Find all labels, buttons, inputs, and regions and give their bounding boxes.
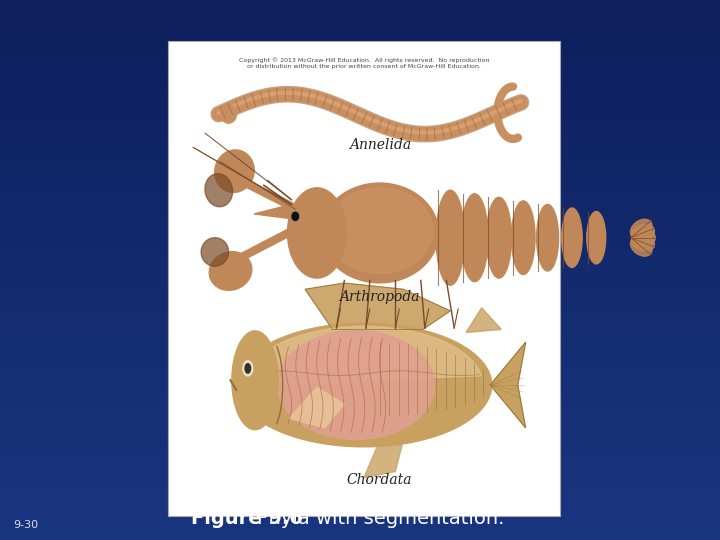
Bar — [0, 324, 720, 338]
Bar — [0, 310, 720, 324]
Bar — [0, 256, 720, 270]
Bar — [0, 513, 720, 526]
Polygon shape — [364, 441, 403, 478]
Bar — [0, 446, 720, 459]
Bar — [0, 108, 720, 122]
Bar — [0, 297, 720, 310]
Bar — [0, 14, 720, 27]
Bar — [0, 418, 720, 432]
Ellipse shape — [292, 212, 299, 221]
Polygon shape — [246, 326, 482, 385]
Bar — [0, 243, 720, 256]
Bar — [0, 176, 720, 189]
Ellipse shape — [321, 183, 438, 283]
Bar — [0, 472, 720, 486]
Bar — [0, 0, 720, 14]
Polygon shape — [254, 205, 292, 219]
Bar — [0, 202, 720, 216]
Text: Figure 9.6: Figure 9.6 — [191, 509, 310, 528]
Bar — [0, 54, 720, 68]
Ellipse shape — [205, 174, 233, 207]
Bar — [0, 338, 720, 351]
Bar — [0, 500, 720, 513]
Bar — [0, 432, 720, 445]
Ellipse shape — [232, 331, 279, 430]
Bar — [0, 526, 720, 540]
Ellipse shape — [327, 188, 433, 273]
Ellipse shape — [631, 230, 655, 246]
Bar — [0, 40, 720, 54]
Polygon shape — [236, 323, 492, 447]
Polygon shape — [466, 308, 501, 333]
Bar — [0, 351, 720, 364]
Bar — [0, 216, 720, 229]
Ellipse shape — [436, 190, 464, 285]
Polygon shape — [289, 387, 344, 428]
Ellipse shape — [487, 197, 511, 278]
Text: Copyright © 2013 McGraw-Hill Education.  All rights reserved.  No reproduction
o: Copyright © 2013 McGraw-Hill Education. … — [239, 57, 489, 69]
Ellipse shape — [631, 237, 652, 256]
Ellipse shape — [631, 219, 652, 239]
Ellipse shape — [631, 234, 654, 251]
Polygon shape — [305, 283, 450, 329]
Ellipse shape — [210, 252, 252, 291]
Bar — [0, 230, 720, 243]
Ellipse shape — [631, 224, 654, 241]
Ellipse shape — [511, 201, 535, 274]
Ellipse shape — [201, 238, 228, 266]
Bar — [168, 40, 560, 516]
Ellipse shape — [243, 361, 253, 376]
Text: 9-30: 9-30 — [13, 520, 38, 530]
Bar — [0, 459, 720, 472]
Bar — [0, 284, 720, 297]
Ellipse shape — [462, 194, 488, 282]
Ellipse shape — [562, 208, 582, 267]
Text: Arthropoda: Arthropoda — [339, 290, 420, 304]
Bar — [0, 122, 720, 135]
Text: Chordata: Chordata — [347, 472, 413, 487]
Bar — [0, 486, 720, 500]
Ellipse shape — [287, 188, 346, 278]
Bar — [0, 378, 720, 392]
Bar — [0, 27, 720, 40]
Bar — [0, 405, 720, 418]
Bar — [0, 94, 720, 108]
Bar — [0, 148, 720, 162]
Bar — [0, 364, 720, 378]
Polygon shape — [490, 342, 526, 428]
Ellipse shape — [215, 150, 254, 192]
Ellipse shape — [536, 205, 559, 271]
Bar — [0, 162, 720, 176]
Ellipse shape — [221, 105, 236, 123]
Polygon shape — [278, 330, 434, 440]
Bar — [0, 135, 720, 148]
Bar — [0, 270, 720, 284]
Text: Annelida: Annelida — [348, 138, 410, 152]
Text: Phyla with segmentation.: Phyla with segmentation. — [257, 509, 505, 528]
Bar — [0, 68, 720, 81]
Ellipse shape — [245, 363, 251, 373]
Bar — [0, 392, 720, 405]
Bar — [0, 189, 720, 202]
Ellipse shape — [587, 212, 606, 264]
Bar — [0, 81, 720, 94]
